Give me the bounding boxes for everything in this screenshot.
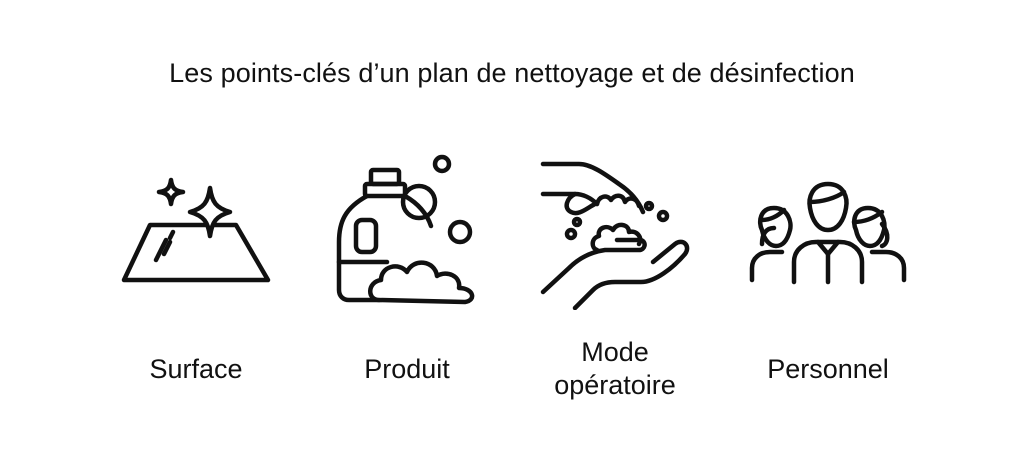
- label-surface: Surface: [149, 354, 243, 384]
- label-mode-line: Mode: [581, 337, 649, 367]
- label-operatoire-line: opératoire: [554, 370, 676, 400]
- label-produit: Produit: [364, 354, 450, 384]
- detergent-bottle-icon: [327, 150, 487, 310]
- label-personnel: Personnel: [767, 354, 889, 384]
- sparkling-surface-icon: [118, 150, 278, 310]
- page-title: Les points-clés d’un plan de nettoyage e…: [169, 58, 855, 88]
- label-mode-operatoire: Mode opératoire: [515, 336, 715, 402]
- washing-hands-icon: [535, 150, 695, 310]
- staff-group-icon: [748, 150, 908, 310]
